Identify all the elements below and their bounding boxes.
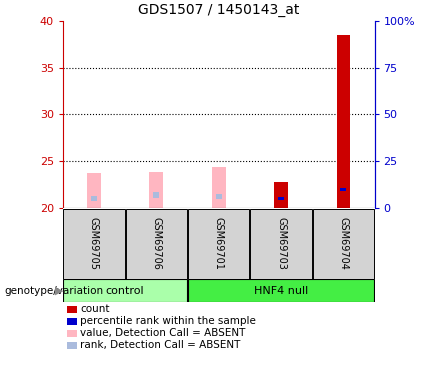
Bar	[63, 279, 187, 302]
Text: GSM69703: GSM69703	[276, 217, 286, 270]
Text: GSM69704: GSM69704	[338, 217, 349, 270]
Text: rank, Detection Call = ABSENT: rank, Detection Call = ABSENT	[80, 340, 240, 350]
Text: value, Detection Call = ABSENT: value, Detection Call = ABSENT	[80, 328, 246, 338]
Bar	[250, 209, 312, 279]
Text: HNF4 null: HNF4 null	[254, 286, 308, 296]
Text: control: control	[106, 286, 145, 296]
Bar	[336, 35, 350, 208]
Text: GSM69706: GSM69706	[151, 217, 162, 270]
Title: GDS1507 / 1450143_at: GDS1507 / 1450143_at	[138, 3, 299, 17]
Text: ▶: ▶	[55, 286, 64, 296]
Bar	[188, 279, 374, 302]
Bar	[340, 188, 346, 191]
Text: genotype/variation: genotype/variation	[4, 286, 103, 296]
Bar	[63, 209, 125, 279]
Text: percentile rank within the sample: percentile rank within the sample	[80, 316, 256, 326]
Bar	[91, 196, 97, 201]
Bar	[153, 192, 159, 198]
Text: GSM69705: GSM69705	[89, 217, 99, 270]
Bar	[313, 209, 374, 279]
Bar	[278, 197, 284, 200]
Bar	[87, 172, 101, 208]
Text: GSM69701: GSM69701	[213, 217, 224, 270]
Bar	[188, 209, 249, 279]
Bar	[216, 194, 222, 199]
Bar	[274, 182, 288, 208]
Text: count: count	[80, 304, 110, 314]
Bar	[149, 172, 163, 208]
Bar	[126, 209, 187, 279]
Bar	[212, 167, 226, 208]
